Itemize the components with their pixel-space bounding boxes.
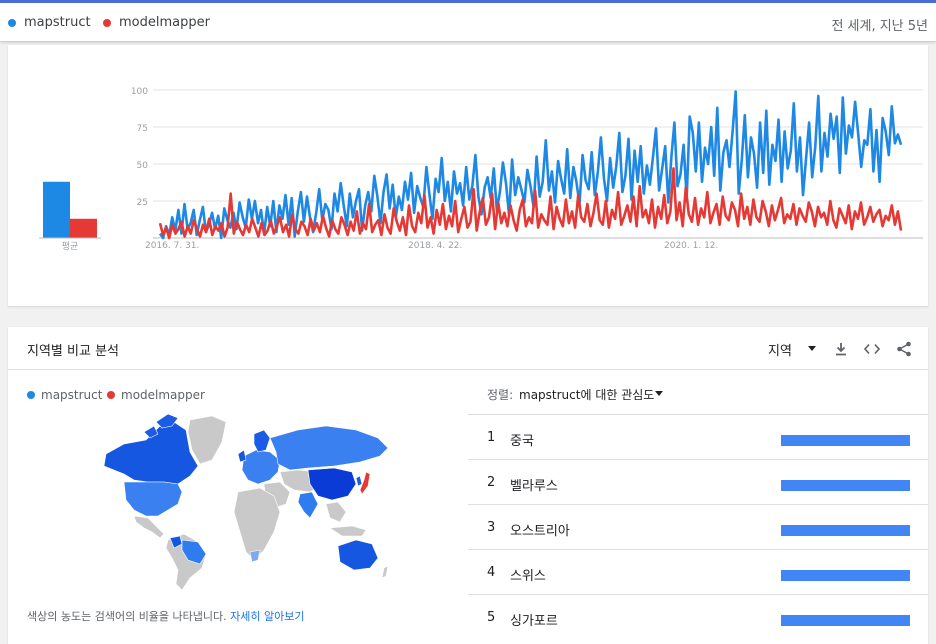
rank-bar [781, 480, 910, 491]
map-region-korea [355, 475, 363, 487]
rank-bar [781, 525, 910, 536]
y-tick-label: 100 [131, 87, 148, 97]
map-region-brazil [181, 539, 207, 565]
rank-number: 4 [487, 565, 496, 580]
series-line-1 [158, 90, 903, 240]
rank-region-name[interactable]: 싱가포르 [510, 614, 558, 629]
term-1-label: mapstruct [24, 15, 91, 30]
map-region-colombia [169, 535, 183, 549]
rank-bar-track [781, 435, 910, 446]
map-region-south-africa [249, 549, 261, 563]
term-2-dot-icon [103, 18, 111, 27]
rank-row[interactable]: 2 벨라루스 [468, 460, 928, 505]
map-footnote: 색상의 농도는 검색어의 비율을 나타냅니다. 자세히 알아보기 [27, 608, 305, 624]
map-region-arctic-islands [143, 413, 179, 439]
map-region-russia [269, 425, 389, 471]
map-legend-2-dot-icon [107, 391, 115, 399]
rank-bar-track [781, 570, 910, 581]
map-region-usa [123, 481, 183, 517]
map-footnote-text: 색상의 농도는 검색어의 비율을 나타냅니다. [27, 610, 227, 623]
average-label: 평균 [62, 241, 79, 252]
x-tick-label: 2018. 4. 22. [408, 241, 462, 251]
rank-region-name[interactable]: 오스트리아 [510, 524, 570, 539]
learn-more-link[interactable]: 자세히 알아보기 [230, 610, 305, 623]
rank-region-name[interactable]: 벨라루스 [510, 479, 558, 494]
map-legend-2-label: modelmapper [121, 388, 205, 402]
map-region-mexico [133, 515, 165, 539]
map-region-japan [359, 471, 371, 495]
region-card-title: 지역별 비교 분석 [27, 344, 119, 359]
average-bar [43, 181, 70, 238]
legend-term-1[interactable]: mapstruct [8, 15, 91, 30]
term-2-label: modelmapper [119, 15, 210, 30]
legend-bar: mapstruct modelmapper 전 세계, 지난 5년 [0, 0, 936, 41]
interest-over-time-card: 25 50 75 100 2016. 7. 31. 2018. 4. 22. 2020. 1… [8, 45, 928, 306]
rank-number: 1 [487, 430, 496, 445]
map-region-indonesia [329, 525, 367, 537]
rank-bar [781, 570, 910, 581]
map-region-se-asia [325, 501, 347, 523]
map-region-africa [233, 487, 281, 561]
map-legend-term-1: mapstruct [27, 388, 102, 402]
rank-bar-track [781, 525, 910, 536]
x-tick-label: 2016. 7. 31. [145, 241, 199, 251]
y-tick-label: 25 [137, 198, 148, 208]
map-region-china [307, 467, 357, 501]
resolution-dropdown[interactable]: 지역 [768, 340, 792, 359]
term-1-dot-icon [8, 18, 16, 27]
resolution-label: 지역 [768, 344, 792, 359]
rank-number: 2 [487, 475, 496, 490]
map-region-new-zealand [381, 565, 389, 579]
map-region-uk [237, 449, 247, 463]
map-region-europe [241, 449, 281, 485]
rank-row[interactable]: 4 스위스 [468, 550, 928, 595]
resolution-caret-icon[interactable] [808, 346, 816, 351]
map-legend-term-2: modelmapper [107, 388, 205, 402]
rank-number: 5 [487, 610, 496, 625]
rank-row[interactable]: 3 오스트리아 [468, 505, 928, 550]
y-tick-label: 50 [137, 161, 149, 171]
x-tick-label: 2020. 1. 12. [664, 241, 718, 251]
map-region-scandinavia [253, 429, 271, 453]
interest-over-time-chart: 25 50 75 100 2016. 7. 31. 2018. 4. 22. 2020. 1… [39, 87, 923, 252]
rank-bar-track [781, 615, 910, 626]
map-region-india [297, 491, 319, 519]
map-region-greenland [187, 415, 227, 465]
rank-bar [781, 615, 910, 626]
rank-row[interactable]: 5 싱가포르 [468, 595, 928, 640]
rank-bar [781, 435, 910, 446]
series-line-2 [158, 167, 903, 240]
map-legend-1-label: mapstruct [41, 388, 103, 402]
map-region-australia [337, 539, 379, 571]
rank-region-name[interactable]: 중국 [510, 434, 534, 449]
embed-code-icon[interactable] [862, 339, 882, 359]
rank-number: 3 [487, 520, 496, 535]
rank-row[interactable]: 1 중국 [468, 415, 928, 460]
download-icon[interactable] [831, 339, 851, 359]
region-card-header: 지역별 비교 분석 지역 [8, 327, 928, 370]
legend-term-2[interactable]: modelmapper [103, 15, 210, 30]
scope-label[interactable]: 전 세계, 지난 5년 [831, 19, 928, 34]
world-map[interactable] [94, 412, 394, 596]
sort-caret-icon[interactable] [655, 391, 663, 396]
average-bar [70, 218, 97, 238]
sort-label: 정렬: [487, 388, 514, 402]
map-legend-1-dot-icon [27, 391, 35, 399]
sort-bar: 정렬: mapstruct에 대한 관심도 [468, 370, 928, 415]
sort-dropdown[interactable]: mapstruct에 대한 관심도 [519, 388, 655, 402]
rank-bar-track [781, 480, 910, 491]
y-tick-label: 75 [137, 124, 148, 134]
region-comparison-card: 지역별 비교 분석 지역 mapstruct modelmapper [8, 327, 928, 644]
share-icon[interactable] [894, 339, 914, 359]
rank-region-name[interactable]: 스위스 [510, 569, 546, 584]
